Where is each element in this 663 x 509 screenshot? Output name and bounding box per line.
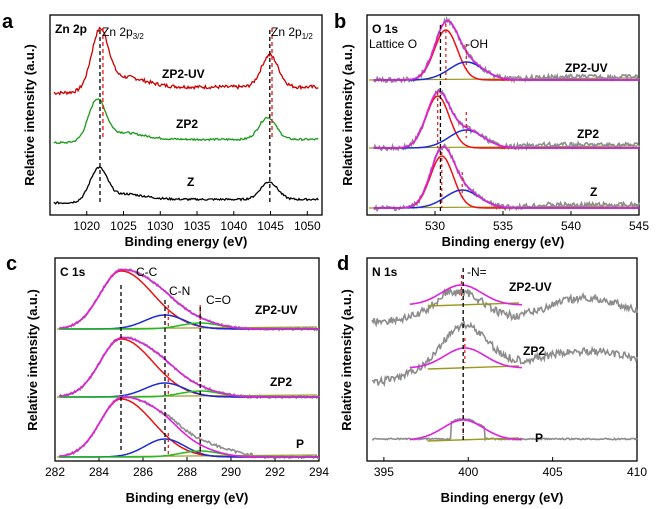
panel-c-label-p: P (296, 437, 304, 451)
panel-a-zn2p32-label: Zn 2p3/2 (102, 25, 144, 41)
panel-d-frame (366, 257, 638, 462)
fit-envelope (373, 90, 639, 149)
panel-c-cn-label: C-N (169, 284, 190, 298)
panel-a-x-ticks: 1020 1025 1030 1035 1040 1045 1050 (73, 211, 321, 233)
raw-data (373, 88, 640, 152)
panel-d-xlabel: Binding energy (eV) (441, 490, 564, 505)
x-tick-label: 1020 (73, 219, 100, 233)
panel-b-label-zp2: ZP2 (577, 127, 599, 141)
fit-lattice-o (373, 95, 639, 149)
panel-c-curves (56, 267, 320, 460)
panel-a-zn2p12-label: Zn 2p1/2 (271, 25, 313, 41)
x-tick-label: 288 (177, 465, 197, 479)
panel-b-oh-label: -OH (466, 37, 488, 51)
x-tick-label: 545 (629, 219, 649, 233)
fit-envelope (59, 336, 319, 398)
panel-d: d 395 400 405 410 N 1s -N= ZP2-UV ZP2 P Bin… (337, 253, 647, 505)
raw-data (59, 267, 320, 332)
panel-d-letter: d (337, 253, 349, 275)
panel-d-label-zp2uv: ZP2-UV (509, 280, 552, 294)
panel-d-n-label: -N= (467, 265, 487, 279)
panel-a-label-z: Z (187, 175, 194, 189)
series-line-ZP2-UV (53, 26, 319, 96)
panel-c-x-ticks: 282 284 286 288 290 292 294 (45, 457, 329, 479)
panel-b-label-z: Z (590, 185, 597, 199)
panel-c-label-zp2: ZP2 (270, 375, 292, 389)
panel-a-xlabel: Binding energy (eV) (125, 234, 248, 249)
x-tick-label: 286 (133, 465, 153, 479)
fit-envelope (373, 19, 639, 81)
panel-b-lattice-o-label: Lattice O (369, 37, 417, 51)
panel-a-title: Zn 2p (55, 22, 87, 36)
fit-envelope (373, 145, 639, 209)
x-tick-label: 400 (458, 465, 478, 479)
panel-a-frame (49, 14, 323, 216)
x-tick-label: 530 (425, 219, 445, 233)
panel-d-label-zp2: ZP2 (523, 344, 545, 358)
panel-a-ylabel: Relative intensity (a.u.) (22, 44, 37, 186)
x-tick-label: 540 (561, 219, 581, 233)
x-tick-label: 292 (265, 465, 285, 479)
x-tick-label: 284 (89, 465, 109, 479)
x-tick-label: 1030 (147, 219, 174, 233)
fit-envelope (409, 347, 522, 369)
raw-data (373, 143, 640, 213)
raw-data (371, 287, 638, 328)
panel-c-cc-label: C-C (136, 265, 158, 279)
panel-b-xlabel: Binding energy (eV) (442, 234, 565, 249)
panel-b: b 530 535 540 545 O 1s Lattice O -OH ZP2-UV… (334, 11, 649, 249)
panel-a: a 1020 1025 1030 1035 1040 1045 1050 Zn 2p Zn … (2, 11, 323, 249)
panel-c-title: C 1s (60, 265, 86, 279)
x-tick-label: 1050 (294, 219, 321, 233)
panel-c-co-label: C=O (206, 293, 231, 307)
x-tick-label: 1040 (220, 219, 247, 233)
raw-data (372, 417, 638, 442)
x-tick-label: 395 (374, 465, 394, 479)
series-line-Z (53, 166, 319, 205)
x-tick-label: 290 (221, 465, 241, 479)
x-tick-label: 282 (45, 465, 65, 479)
panel-b-curves (368, 15, 640, 213)
x-tick-label: 1035 (184, 219, 211, 233)
panel-c: c 282 284 286 288 290 292 294 C 1s C-C C-N C=O… (6, 253, 329, 505)
x-tick-label: 410 (627, 465, 647, 479)
panel-d-label-p: P (535, 431, 543, 445)
panel-c-label-zp2uv: ZP2-UV (255, 303, 298, 317)
panel-a-curves (53, 26, 319, 205)
panel-b-letter: b (334, 11, 346, 33)
baseline (427, 437, 519, 442)
panel-c-xlabel: Binding energy (eV) (126, 490, 249, 505)
panel-d-ylabel: Relative intensity (a.u.) (339, 289, 354, 431)
x-tick-label: 405 (543, 465, 563, 479)
panel-d-x-ticks: 395 400 405 410 (374, 457, 647, 479)
baseline (427, 365, 519, 370)
panel-b-ylabel: Relative intensity (a.u.) (340, 44, 355, 186)
x-tick-label: 535 (493, 219, 513, 233)
fit-cn (59, 438, 319, 458)
panel-c-ylabel: Relative intensity (a.u.) (25, 289, 40, 431)
panel-b-label-zp2uv: ZP2-UV (565, 61, 608, 75)
series-line-ZP2 (53, 98, 319, 145)
fit-envelope (59, 396, 319, 458)
panel-c-letter: c (6, 253, 17, 275)
panel-d-title: N 1s (372, 265, 398, 279)
panel-d-curves (371, 268, 638, 442)
panel-b-x-ticks: 530 535 540 545 (425, 211, 649, 233)
panel-b-title: O 1s (372, 22, 398, 36)
raw-data (371, 321, 638, 388)
x-tick-label: 1045 (257, 219, 284, 233)
x-tick-label: 294 (309, 465, 329, 479)
x-tick-label: 1025 (110, 219, 137, 233)
raw-data (58, 336, 320, 400)
fit-lattice-o (373, 155, 639, 209)
fit-cc (59, 270, 319, 330)
panel-a-label-zp2uv: ZP2-UV (162, 67, 205, 81)
fit-envelope (409, 284, 522, 306)
panel-a-label-zp2: ZP2 (176, 117, 198, 131)
fit-envelope (409, 419, 522, 441)
panel-a-letter: a (2, 11, 14, 33)
fit-envelope (59, 268, 319, 330)
